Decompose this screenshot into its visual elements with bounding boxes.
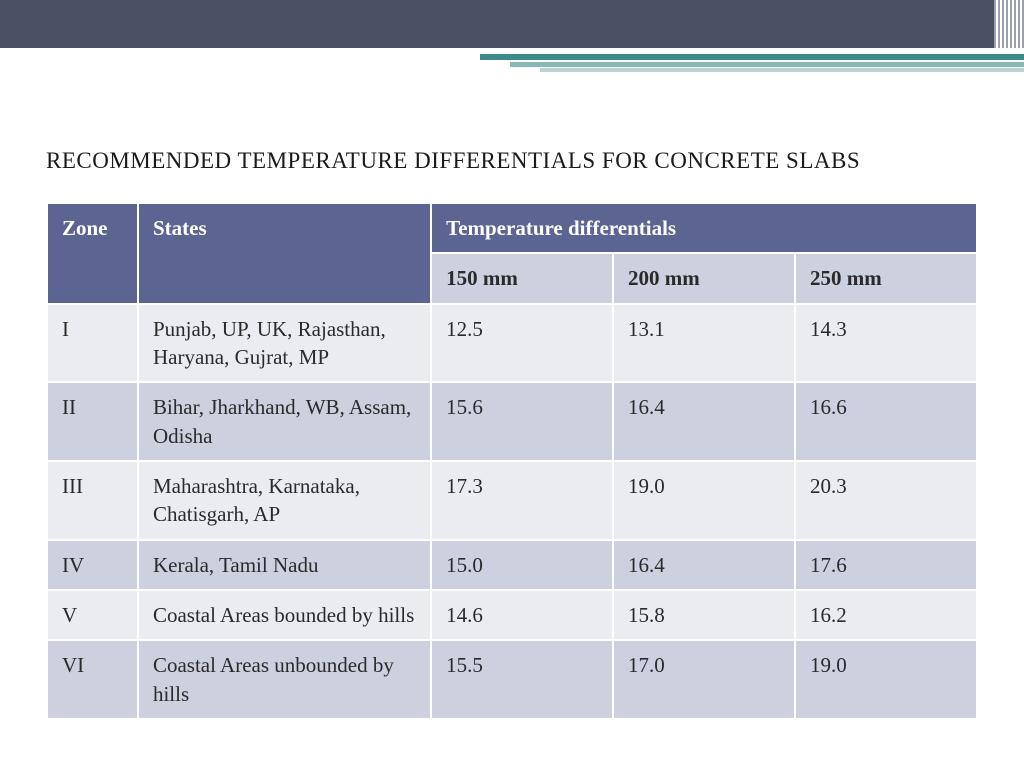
cell-t200: 17.0 — [613, 640, 795, 719]
cell-t150: 17.3 — [431, 461, 613, 540]
table-row: VI Coastal Areas unbounded by hills 15.5… — [47, 640, 977, 719]
cell-t250: 14.3 — [795, 304, 977, 383]
cell-t200: 19.0 — [613, 461, 795, 540]
col-subheader-200: 200 mm — [613, 253, 795, 303]
top-bar-stripes — [994, 0, 1024, 48]
accent-line-1 — [480, 54, 1024, 60]
cell-t200: 13.1 — [613, 304, 795, 383]
col-subheader-250: 250 mm — [795, 253, 977, 303]
cell-t150: 12.5 — [431, 304, 613, 383]
cell-states: Coastal Areas bounded by hills — [138, 590, 431, 640]
table-row: V Coastal Areas bounded by hills 14.6 15… — [47, 590, 977, 640]
slide-content: RECOMMENDED TEMPERATURE DIFFERENTIALS FO… — [0, 48, 1024, 720]
table-row: II Bihar, Jharkhand, WB, Assam, Odisha 1… — [47, 382, 977, 461]
cell-t150: 15.5 — [431, 640, 613, 719]
cell-states: Maharashtra, Karnataka, Chatisgarh, AP — [138, 461, 431, 540]
cell-t250: 20.3 — [795, 461, 977, 540]
table-row: I Punjab, UP, UK, Rajasthan, Haryana, Gu… — [47, 304, 977, 383]
cell-states: Kerala, Tamil Nadu — [138, 540, 431, 590]
col-header-states: States — [138, 203, 431, 304]
col-header-temp: Temperature differentials — [431, 203, 977, 253]
cell-states: Punjab, UP, UK, Rajasthan, Haryana, Gujr… — [138, 304, 431, 383]
table-row: IV Kerala, Tamil Nadu 15.0 16.4 17.6 — [47, 540, 977, 590]
cell-t200: 15.8 — [613, 590, 795, 640]
cell-states: Bihar, Jharkhand, WB, Assam, Odisha — [138, 382, 431, 461]
cell-t150: 14.6 — [431, 590, 613, 640]
col-header-zone: Zone — [47, 203, 138, 304]
cell-zone: III — [47, 461, 138, 540]
cell-states: Coastal Areas unbounded by hills — [138, 640, 431, 719]
slide-top-bar — [0, 0, 1024, 48]
cell-t250: 16.6 — [795, 382, 977, 461]
accent-line-2 — [510, 62, 1024, 67]
cell-zone: V — [47, 590, 138, 640]
table-row: III Maharashtra, Karnataka, Chatisgarh, … — [47, 461, 977, 540]
temperature-table: Zone States Temperature differentials 15… — [46, 202, 978, 720]
accent-line-3 — [540, 68, 1024, 72]
cell-zone: II — [47, 382, 138, 461]
cell-zone: I — [47, 304, 138, 383]
cell-t150: 15.0 — [431, 540, 613, 590]
cell-zone: IV — [47, 540, 138, 590]
cell-t200: 16.4 — [613, 540, 795, 590]
cell-zone: VI — [47, 640, 138, 719]
cell-t250: 19.0 — [795, 640, 977, 719]
cell-t250: 16.2 — [795, 590, 977, 640]
col-subheader-150: 150 mm — [431, 253, 613, 303]
cell-t250: 17.6 — [795, 540, 977, 590]
slide-title: RECOMMENDED TEMPERATURE DIFFERENTIALS FO… — [46, 148, 978, 174]
cell-t150: 15.6 — [431, 382, 613, 461]
cell-t200: 16.4 — [613, 382, 795, 461]
